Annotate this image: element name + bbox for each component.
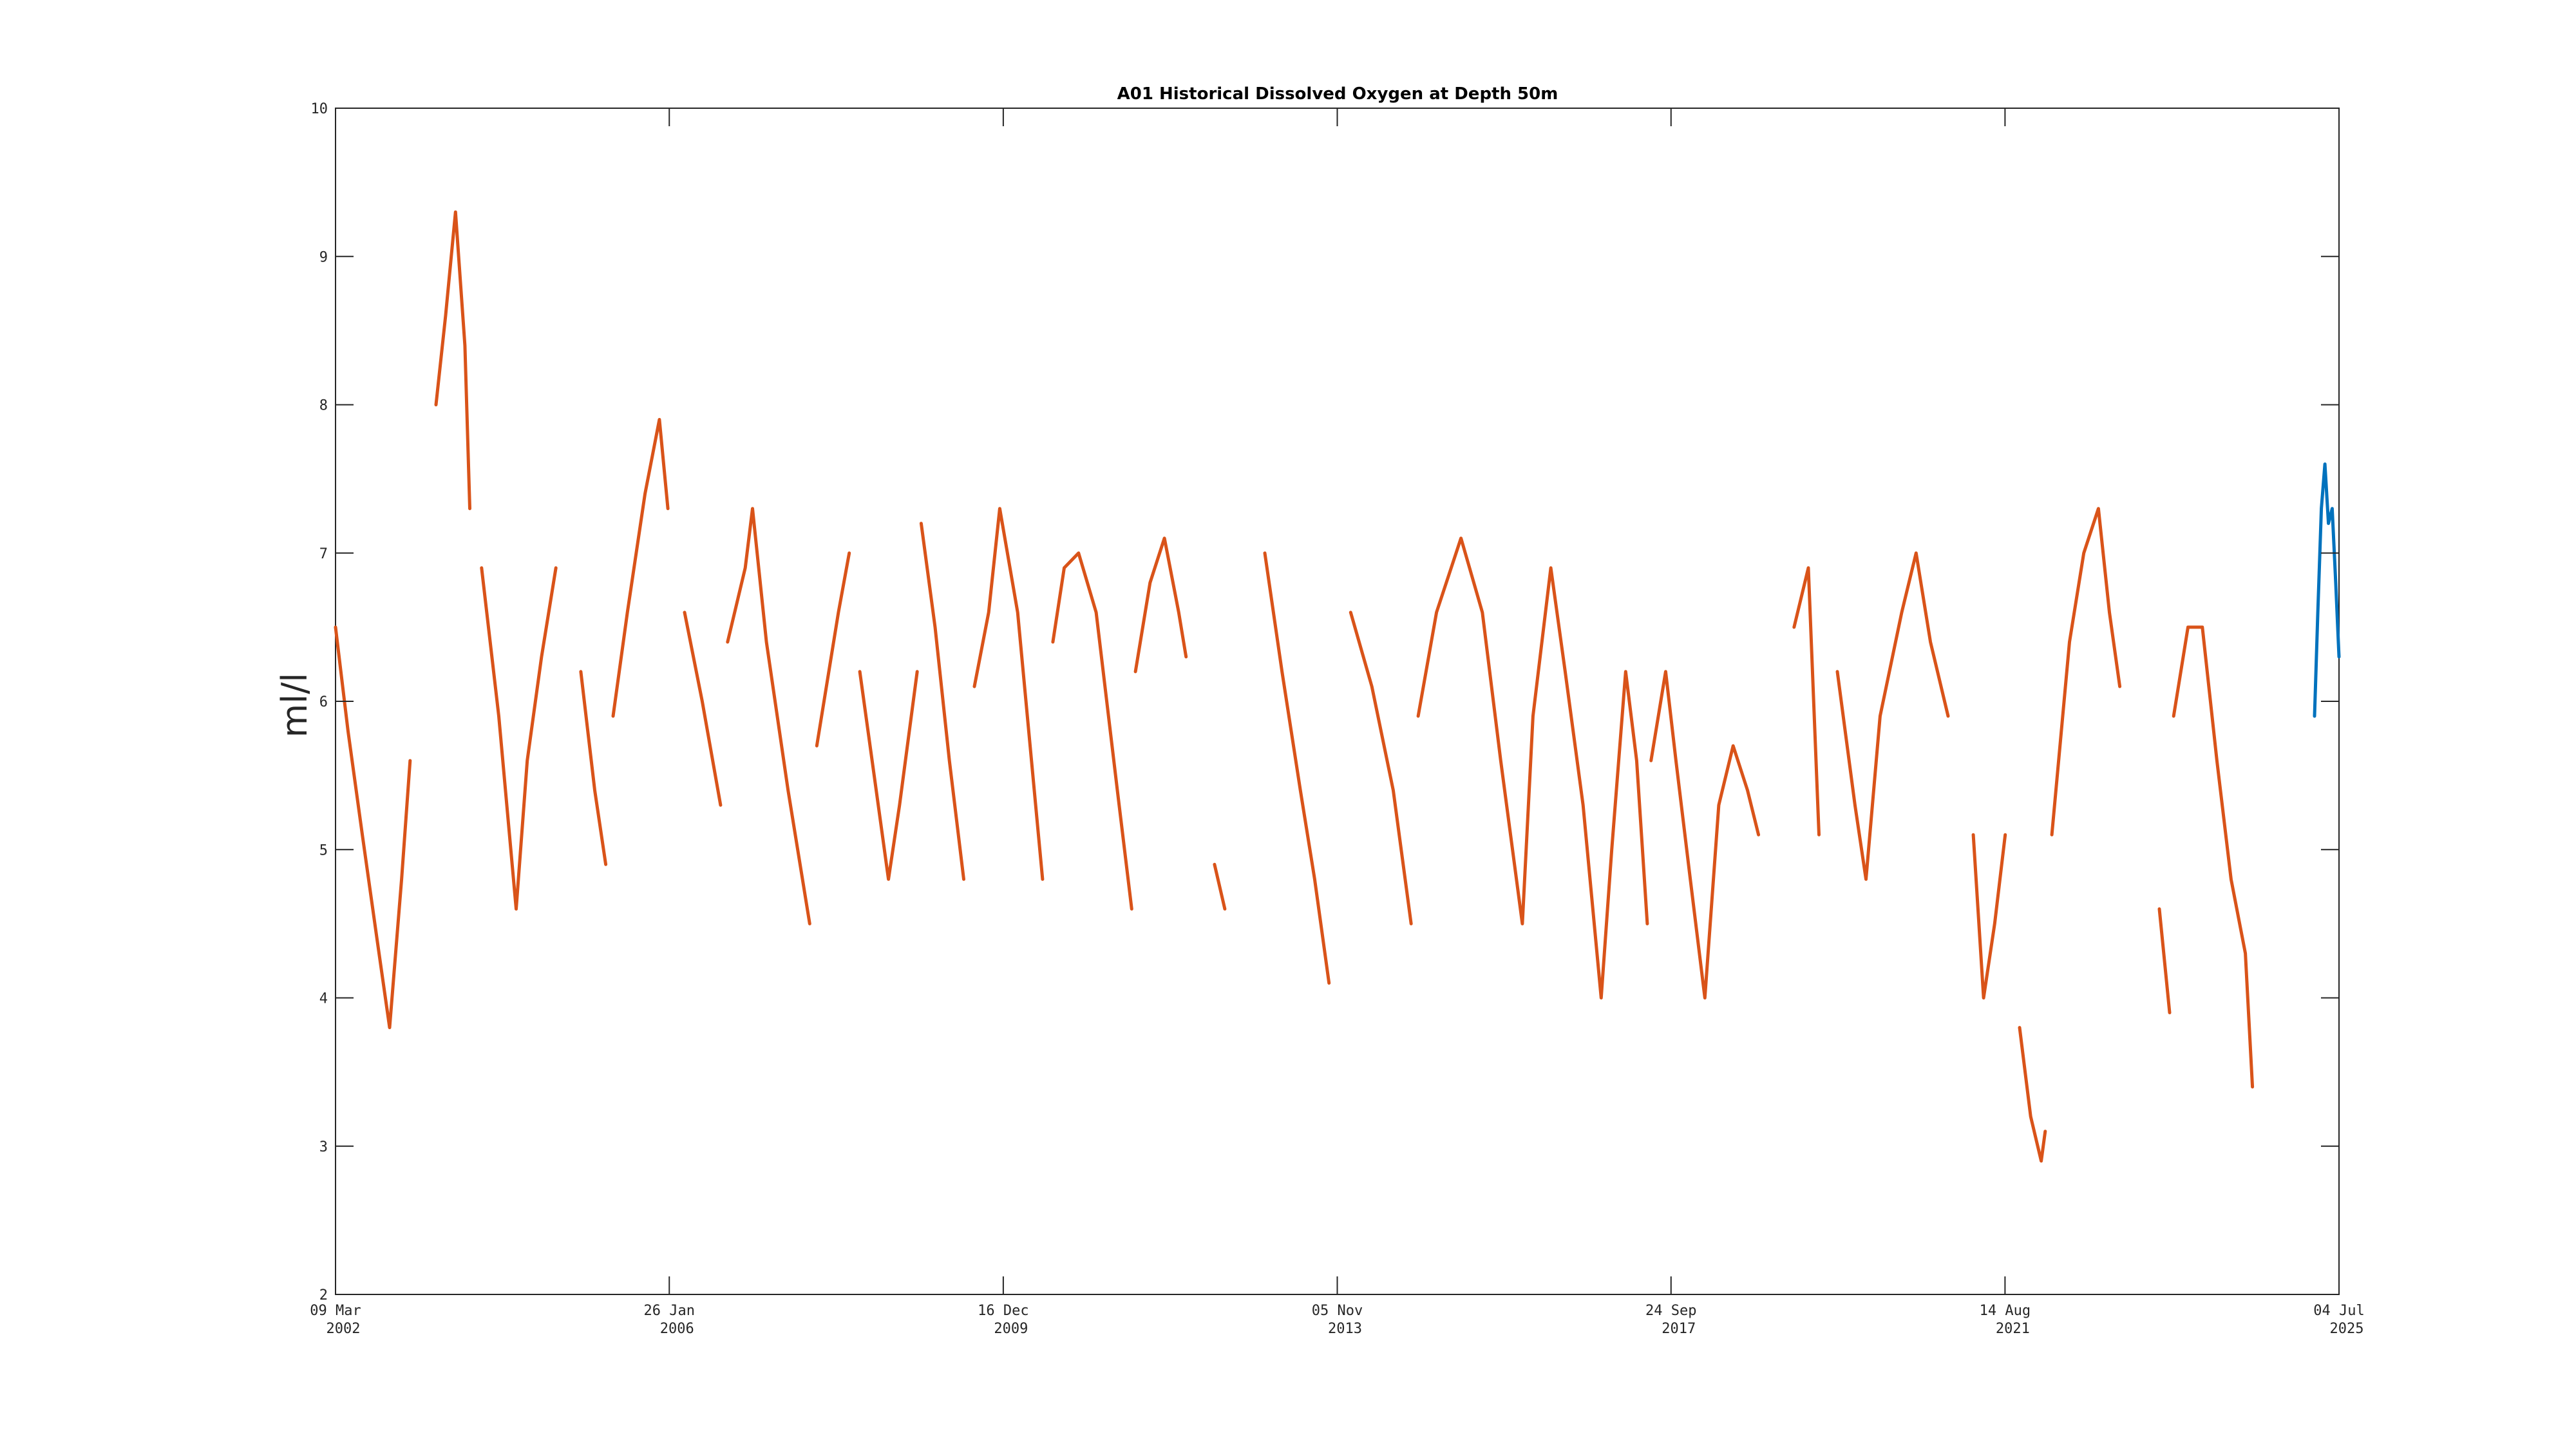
series-line-segment (2172, 625, 2255, 1089)
x-tick-label-date: 05 Nov (1312, 1303, 1363, 1319)
x-tick-label-year: 2021 (1996, 1321, 2030, 1337)
series-line-segment (972, 507, 1045, 881)
x-tick-label-date: 14 Aug (1980, 1303, 2031, 1319)
series-line-segment (815, 551, 851, 748)
axes-box (335, 108, 2340, 1295)
y-tick-label: 10 (311, 101, 328, 117)
series-line-segment (1213, 862, 1227, 911)
plot-area: 2 3 4 5 6 7 8 9 10 09 Mar 2002 26 Jan 2006 16 Dec 200… (310, 101, 2364, 1337)
series-layer (334, 210, 2341, 1163)
y-axis-ticks: 2 3 4 5 6 7 8 9 10 (311, 101, 2339, 1303)
x-tick-label-date: 24 Sep (1645, 1303, 1696, 1319)
series-line-segment (858, 670, 919, 881)
y-tick-label: 8 (319, 398, 328, 414)
x-axis-ticks: 09 Mar 2002 26 Jan 2006 16 Dec 2009 05 Nov 2013… (310, 108, 2365, 1337)
series-2 (2313, 462, 2341, 718)
y-tick-label: 9 (319, 249, 328, 265)
y-axis-label: ml/l (274, 673, 315, 738)
x-tick-label-year: 2002 (327, 1321, 361, 1337)
series-line-segment (683, 611, 723, 807)
x-tick-label-date: 16 Dec (978, 1303, 1028, 1319)
x-tick-label-date: 04 Jul (2313, 1303, 2364, 1319)
series-line-segment (579, 670, 608, 866)
series-line-segment (611, 418, 670, 718)
y-tick-label: 3 (319, 1139, 328, 1155)
series-1 (334, 210, 2255, 1163)
series-line-segment (2050, 507, 2122, 837)
series-line-segment (919, 522, 965, 881)
series-line-segment (1133, 536, 1188, 674)
series-line-segment (1971, 833, 2007, 999)
series-line-segment (1416, 536, 1649, 999)
series-line-segment (1835, 551, 1950, 881)
x-tick-label-year: 2017 (1662, 1321, 1696, 1337)
x-tick-label-year: 2013 (1328, 1321, 1362, 1337)
series-line-segment (726, 507, 811, 925)
series-line-segment (2018, 1026, 2047, 1163)
x-tick-label-date: 26 Jan (644, 1303, 695, 1319)
series-line-segment (1051, 551, 1133, 911)
x-tick-label-year: 2009 (994, 1321, 1028, 1337)
series-line-segment (334, 625, 412, 1030)
series-line-segment (1649, 670, 1761, 999)
y-tick-label: 4 (319, 991, 328, 1007)
series-line-segment (2313, 462, 2341, 718)
y-tick-label: 7 (319, 546, 328, 562)
series-line-segment (1349, 611, 1413, 925)
series-line-segment (1263, 551, 1331, 985)
series-line-segment (480, 566, 558, 911)
x-tick-label-year: 2025 (2330, 1321, 2364, 1337)
y-tick-label: 2 (319, 1287, 328, 1303)
series-line-segment (1792, 566, 1821, 837)
series-line-segment (434, 210, 471, 511)
x-tick-label-year: 2006 (660, 1321, 694, 1337)
y-tick-label: 6 (319, 694, 328, 710)
y-tick-label: 5 (319, 842, 328, 858)
series-line-segment (2157, 907, 2172, 1014)
chart-title: A01 Historical Dissolved Oxygen at Depth… (1117, 84, 1558, 104)
x-tick-label-date: 09 Mar (310, 1303, 361, 1319)
